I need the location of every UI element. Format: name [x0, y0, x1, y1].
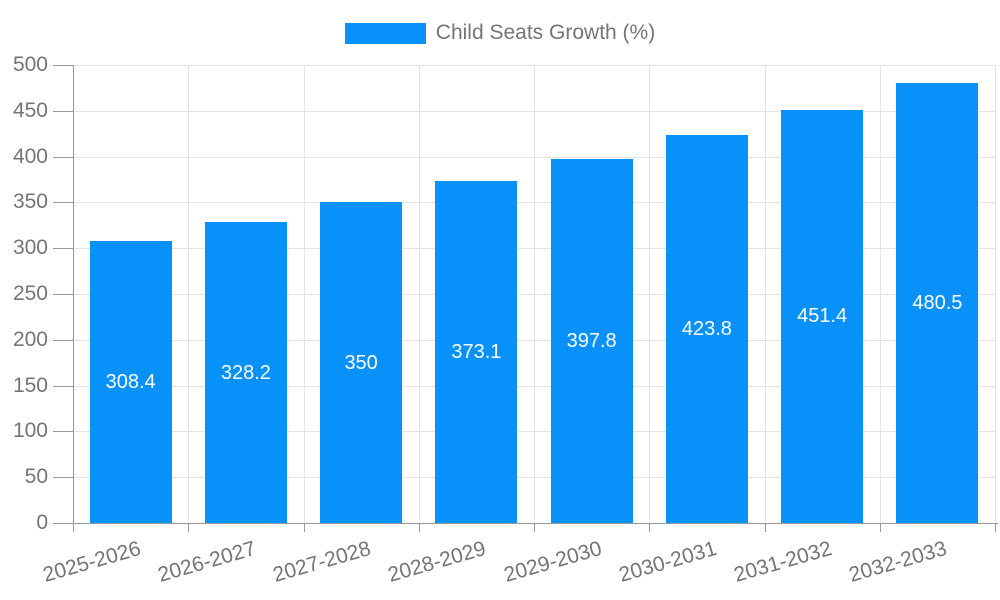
- y-tick-label: 500: [12, 53, 48, 76]
- v-gridline: [764, 65, 766, 523]
- bar-2027-2028[interactable]: [320, 202, 403, 523]
- x-tick: [418, 523, 420, 532]
- bar-2032-2033[interactable]: [896, 82, 979, 523]
- bar-value-label: 373.1: [451, 341, 502, 364]
- y-tick: [53, 523, 73, 524]
- y-tick-label: 450: [12, 98, 48, 122]
- v-gridline: [303, 65, 305, 523]
- bar-value-label: 397.8: [566, 329, 617, 352]
- x-tick-label: 2025-2026: [40, 537, 143, 587]
- x-tick: [764, 523, 766, 532]
- bar-2031-2032[interactable]: [781, 109, 864, 523]
- y-tick-label: 0: [36, 511, 48, 534]
- y-tick-label: 200: [12, 327, 48, 351]
- y-tick-label: 100: [12, 419, 48, 443]
- y-tick: [53, 110, 73, 112]
- y-tick-label: 150: [12, 373, 48, 397]
- bar-value-label: 328.2: [220, 361, 271, 384]
- v-gridline: [418, 65, 420, 523]
- y-tick: [53, 248, 73, 250]
- y-tick: [53, 477, 73, 479]
- bar-2026-2027[interactable]: [204, 222, 287, 523]
- bar-2028-2029[interactable]: [435, 181, 518, 523]
- bar-value-label: 480.5: [912, 291, 963, 314]
- y-tick: [53, 156, 73, 158]
- legend-swatch[interactable]: [344, 22, 426, 44]
- x-tick-label: 2027-2028: [270, 537, 374, 587]
- v-gridline: [879, 65, 881, 523]
- bar-2030-2031[interactable]: [665, 134, 748, 523]
- legend: Child Seats Growth (%): [0, 20, 1000, 46]
- bar-value-label: 451.4: [797, 305, 848, 328]
- x-tick: [188, 523, 190, 532]
- x-tick-label: 2028-2029: [385, 537, 489, 587]
- v-gridline: [649, 65, 651, 523]
- x-tick-label: 2029-2030: [501, 537, 604, 587]
- x-tick-label: 2031-2032: [731, 537, 835, 587]
- x-tick-label: 2026-2027: [155, 537, 259, 587]
- bar-value-label: 423.8: [681, 317, 732, 340]
- x-tick-label: 2032-2033: [846, 537, 950, 587]
- y-tick-label: 300: [12, 236, 48, 260]
- x-tick-label: 2030-2031: [616, 537, 720, 587]
- y-tick: [53, 65, 73, 66]
- x-tick: [534, 523, 535, 532]
- x-axis-line: [73, 523, 998, 524]
- v-gridline: [188, 65, 190, 523]
- x-tick: [879, 523, 881, 532]
- y-tick-label: 400: [12, 144, 48, 168]
- bar-2025-2026[interactable]: [89, 240, 172, 523]
- y-tick: [53, 202, 73, 204]
- y-tick-label: 50: [24, 465, 48, 489]
- x-tick: [303, 523, 305, 532]
- y-tick-label: 350: [12, 190, 48, 214]
- y-tick: [53, 431, 73, 433]
- y-axis-line: [73, 65, 74, 532]
- legend-label[interactable]: Child Seats Growth (%): [435, 21, 656, 44]
- y-tick-label: 250: [12, 282, 48, 305]
- v-gridline: [995, 65, 996, 523]
- y-tick: [53, 294, 73, 295]
- x-tick: [995, 523, 996, 532]
- y-tick: [53, 385, 73, 387]
- x-tick: [649, 523, 651, 532]
- y-tick: [53, 339, 73, 341]
- bar-value-label: 350: [344, 351, 378, 374]
- bar-value-label: 308.4: [105, 370, 156, 393]
- bar-2029-2030[interactable]: [550, 158, 633, 523]
- v-gridline: [534, 65, 535, 523]
